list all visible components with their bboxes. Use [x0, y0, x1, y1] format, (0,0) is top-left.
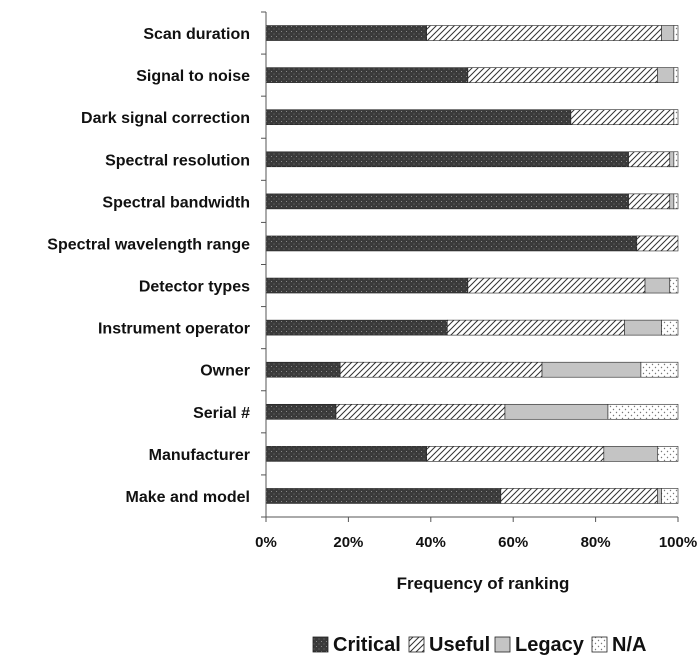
bar-segment-useful [628, 193, 671, 210]
legend-label: N/A [612, 634, 646, 656]
bar-segment-n-a [673, 25, 679, 41]
category-label: Spectral resolution [105, 152, 250, 169]
bar-segment-n-a [661, 319, 679, 336]
bar-segment-useful [426, 446, 605, 462]
bar-segment-critical [265, 67, 469, 83]
bar-segment-critical [265, 488, 502, 504]
bar-segment-useful [446, 319, 625, 336]
bar-segment-n-a [673, 109, 679, 126]
legend: Critical Useful Legacy N/A [312, 634, 646, 656]
bar-segment-useful [628, 151, 671, 168]
x-tick-label: 80% [581, 534, 611, 551]
bar-segment-useful [467, 67, 658, 83]
bar-segment-legacy [661, 25, 675, 41]
bar-segment-legacy [504, 403, 609, 420]
legend-swatch-legacy [494, 636, 511, 653]
bar-segment-critical [265, 446, 427, 462]
legend-swatch-useful [408, 636, 425, 653]
bar-segment-legacy [624, 319, 662, 336]
bar-segment-n-a [673, 193, 679, 210]
category-label: Serial # [193, 405, 250, 422]
bar-segment-useful [636, 235, 679, 252]
x-tick-label: 0% [255, 534, 277, 551]
category-label: Dark signal correction [81, 110, 250, 127]
category-label: Owner [200, 363, 250, 380]
bar-segment-critical [265, 193, 629, 210]
bar-segment-critical [265, 277, 469, 294]
bar-segment-critical [265, 235, 638, 252]
axes-layer [261, 11, 679, 522]
bar-segment-n-a [657, 446, 679, 462]
bar-segment-legacy [669, 151, 675, 168]
bar-segment-n-a [673, 151, 679, 168]
bar-segment-critical [265, 361, 341, 378]
bar-segment-useful [335, 403, 506, 420]
category-labels: Scan duration Signal to noise Dark signal … [47, 26, 250, 506]
legend-label: Legacy [515, 634, 585, 656]
bar-segment-critical [265, 151, 629, 168]
category-label: Spectral bandwidth [102, 194, 250, 211]
bar-segment-n-a [673, 67, 679, 83]
category-label: Detector types [139, 279, 250, 296]
bar-segment-legacy [669, 193, 675, 210]
bar-segment-legacy [603, 446, 658, 462]
bar-segment-useful [467, 277, 646, 294]
bar-segment-critical [265, 319, 448, 336]
bar-segment-useful [339, 361, 543, 378]
bar-segment-useful [570, 109, 675, 126]
bar-segment-legacy [657, 488, 662, 504]
legend-swatch-n-a [591, 636, 608, 653]
category-label: Scan duration [143, 26, 250, 43]
bar-segment-n-a [640, 361, 679, 378]
legend-label: Useful [429, 634, 490, 656]
bar-segment-n-a [607, 403, 679, 420]
x-tick-label: 100% [659, 534, 697, 551]
bar-segment-legacy [657, 67, 675, 83]
bar-segment-useful [500, 488, 658, 504]
category-label: Make and model [126, 489, 250, 506]
legend-swatch-critical [312, 636, 329, 653]
bar-segment-critical [265, 25, 427, 41]
category-label: Signal to noise [136, 68, 250, 85]
bar-segment-critical [265, 403, 337, 420]
bar-segment-useful [426, 25, 662, 41]
x-tick-label: 60% [498, 534, 528, 551]
category-label: Instrument operator [98, 321, 250, 338]
x-tick-labels: 0% 20% 40% 60% 80% 100% [255, 534, 697, 551]
category-label: Spectral wavelength range [47, 236, 250, 253]
category-label: Manufacturer [149, 447, 250, 464]
bar-segment-critical [265, 109, 572, 126]
legend-label: Critical [333, 634, 401, 656]
bars-layer [265, 25, 679, 504]
bar-segment-legacy [644, 277, 671, 294]
x-tick-label: 40% [416, 534, 446, 551]
x-axis-title: Frequency of ranking [397, 574, 570, 593]
x-tick-label: 20% [333, 534, 363, 551]
bar-segment-n-a [661, 488, 679, 504]
bar-segment-n-a [669, 277, 679, 294]
bar-segment-legacy [541, 361, 642, 378]
